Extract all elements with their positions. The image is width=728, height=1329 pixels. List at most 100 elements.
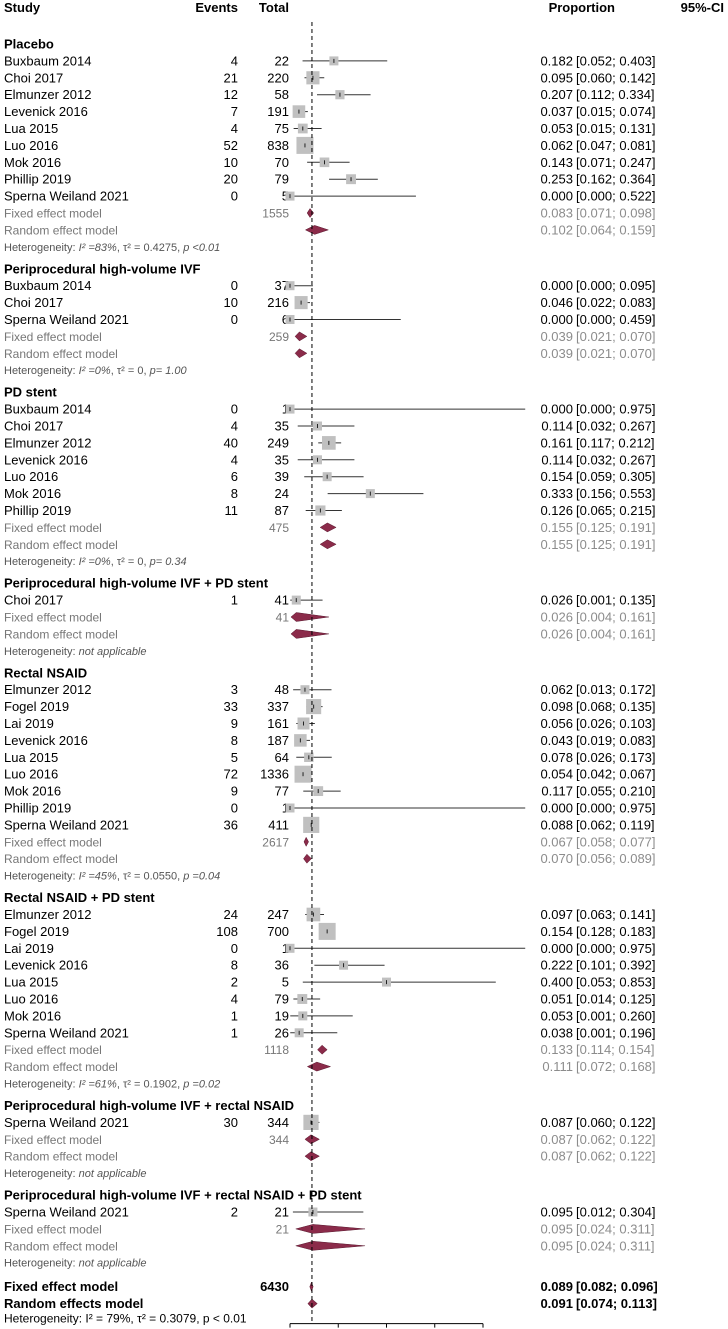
study-total: 1336 [260, 767, 289, 782]
heterogeneity-text: Heterogeneity: not applicable [4, 1168, 147, 1180]
study-events: 33 [224, 699, 238, 714]
study-events: 1 [231, 1008, 238, 1023]
study-name: Luo 2016 [4, 138, 58, 153]
random-effect-diamond [294, 1241, 366, 1251]
fixed-effect-label: Fixed effect model [4, 1222, 102, 1236]
study-ci: [0.001; 0.196] [576, 1025, 656, 1040]
study-total: 5 [282, 975, 289, 990]
study-ci: [0.128; 0.183] [576, 924, 656, 939]
residual-heterogeneity: Residual heterogeneity: I² = 66%, p < 0.… [4, 1327, 229, 1329]
study-ci: [0.026; 0.173] [576, 750, 656, 765]
random-effect-diamond [319, 539, 337, 550]
study-events: 4 [231, 419, 238, 434]
study-ci: [0.032; 0.267] [576, 419, 656, 434]
study-ci: [0.022; 0.083] [576, 295, 656, 310]
study-events: 10 [224, 155, 238, 170]
study-proportion: 0.062 [540, 138, 573, 153]
study-name: Choi 2017 [4, 70, 63, 85]
study-total: 37 [275, 278, 289, 293]
study-name: Choi 2017 [4, 593, 63, 608]
study-name: Phillip 2019 [4, 172, 71, 187]
study-name: Levenick 2016 [4, 104, 88, 119]
study-events: 24 [224, 907, 238, 922]
fixed-effect-label: Fixed effect model [4, 207, 102, 221]
study-total: 87 [275, 503, 289, 518]
study-proportion: 0.053 [540, 1008, 573, 1023]
fixed-effect-diamond [319, 522, 337, 533]
study-name: Fogel 2019 [4, 924, 69, 939]
study-events: 52 [224, 138, 238, 153]
study-events: 20 [224, 172, 238, 187]
fixed-effect-ci: [0.004; 0.161] [576, 610, 656, 625]
study-events: 6 [231, 469, 238, 484]
random-effect-diamond [304, 225, 330, 235]
study-proportion: 0.222 [540, 958, 573, 973]
study-proportion: 0.000 [540, 278, 573, 293]
study-total: 19 [275, 1008, 289, 1023]
study-total: 36 [275, 958, 289, 973]
study-ci: [0.071; 0.247] [576, 155, 656, 170]
study-total: 411 [268, 817, 289, 832]
random-effect-label: Random effect model [4, 223, 118, 237]
study-events: 4 [231, 452, 238, 467]
random-effect-label: Random effect model [4, 1060, 118, 1074]
header-proportion: Proportion [549, 0, 615, 15]
study-events: 72 [224, 767, 238, 782]
random-effect-proportion: 0.155 [540, 537, 573, 552]
study-proportion: 0.000 [540, 941, 573, 956]
study-ci: [0.059; 0.305] [576, 469, 656, 484]
overall-random-proportion: 0.091 [540, 1296, 573, 1311]
study-total: 64 [275, 750, 289, 765]
study-total: 39 [275, 469, 289, 484]
study-ci: [0.101; 0.392] [576, 958, 656, 973]
study-name: Elmunzer 2012 [4, 87, 91, 102]
random-effect-label: Random effect model [4, 347, 118, 361]
study-proportion: 0.117 [541, 784, 573, 799]
study-events: 0 [231, 402, 238, 417]
fixed-effect-total: 41 [276, 611, 290, 625]
study-ci: [0.062; 0.119] [576, 817, 655, 832]
overall-fixed-proportion: 0.089 [540, 1279, 573, 1294]
study-events: 8 [231, 958, 238, 973]
study-events: 4 [231, 121, 238, 136]
study-events: 40 [224, 435, 238, 450]
study-ci: [0.065; 0.215] [576, 503, 656, 518]
study-ci: [0.052; 0.403] [576, 53, 656, 68]
study-ci: [0.019; 0.083] [576, 733, 656, 748]
random-effect-proportion: 0.102 [540, 222, 573, 237]
study-name: Elmunzer 2012 [4, 682, 91, 697]
study-total: 1 [282, 941, 289, 956]
study-name: Fogel 2019 [4, 699, 69, 714]
overall-fixed-label: Fixed effect model [4, 1279, 118, 1294]
study-proportion: 0.054 [540, 767, 573, 782]
fixed-effect-diamond [304, 1134, 320, 1145]
study-events: 5 [231, 750, 238, 765]
fixed-effect-diamond [294, 1224, 366, 1234]
study-name: Lai 2019 [4, 941, 54, 956]
fixed-effect-label: Fixed effect model [4, 1043, 102, 1057]
study-ci: [0.162; 0.364] [576, 172, 656, 187]
study-proportion: 0.043 [540, 733, 573, 748]
study-events: 10 [224, 295, 238, 310]
study-proportion: 0.207 [540, 87, 573, 102]
overall-random-ci: [0.074; 0.113] [576, 1296, 657, 1311]
study-ci: [0.000; 0.459] [576, 312, 656, 327]
study-name: Phillip 2019 [4, 801, 71, 816]
fixed-effect-label: Fixed effect model [4, 521, 102, 535]
study-proportion: 0.095 [540, 70, 573, 85]
heterogeneity-text: Heterogeneity: I² =0%, τ² = 0, p= 0.34 [4, 556, 187, 568]
study-ci: [0.026; 0.103] [576, 716, 656, 731]
study-proportion: 0.161 [540, 435, 573, 450]
study-proportion: 0.000 [540, 312, 573, 327]
study-total: 1 [282, 402, 289, 417]
subgroup-title: Periprocedural high-volume IVF + PD sten… [4, 576, 269, 591]
study-name: Choi 2017 [4, 419, 63, 434]
overall-fixed-ci: [0.082; 0.096] [576, 1279, 658, 1294]
study-name: Sperna Weiland 2021 [4, 1025, 129, 1040]
study-ci: [0.000; 0.522] [576, 189, 656, 204]
x-tick-label: 0.4 [377, 1326, 395, 1329]
study-name: Buxbaum 2014 [4, 278, 91, 293]
random-effect-proportion: 0.111 [542, 1059, 573, 1074]
fixed-effect-total: 21 [276, 1222, 290, 1236]
fixed-effect-ci: [0.071; 0.098] [576, 206, 656, 221]
